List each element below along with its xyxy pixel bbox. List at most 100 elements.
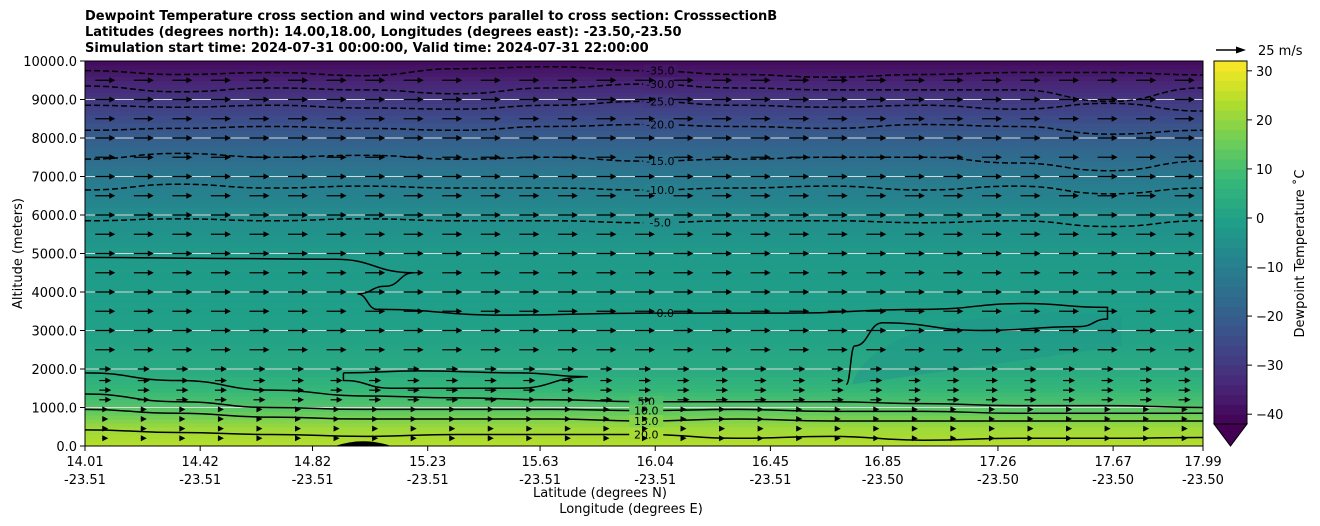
wind-vector-head [1111,96,1118,103]
wind-vector-head [417,231,424,238]
wind-vector-head [950,416,957,423]
wind-vector-head [911,416,918,423]
wind-vector-head [1111,173,1118,180]
wind-vector-head [918,192,925,199]
wind-vector-head [571,115,578,122]
wind-vector-head [957,135,964,141]
wind-vector-head [995,115,1002,122]
wind-vector-head [1150,115,1157,122]
wind-vector-head [803,346,810,353]
wind-vector-head [302,192,309,199]
wind-vector-head [571,308,578,315]
wind-vector-head [603,416,610,423]
wind-vector-head [726,154,733,161]
wind-vector-head [953,387,960,394]
wind-vector-head [803,289,810,295]
wind-vector-head [263,269,270,276]
filled-band [85,330,1203,335]
filled-band [85,230,1203,235]
wind-vector-head [1150,77,1157,84]
wind-vector-head [379,231,386,238]
wind-vector-head [413,366,420,372]
wind-vector-head [649,77,655,84]
wind-vector-head [302,173,309,180]
wind-vector-head [918,135,925,141]
filled-band [85,272,1203,278]
wind-vector-head [494,346,501,353]
filled-band [85,87,1203,93]
wind-vector-head [571,212,578,218]
wind-vector-head [841,212,848,218]
wind-vector-head [220,366,227,372]
wind-vector-head [567,387,574,394]
y-axis-label: Altitude (meters) [11,198,26,309]
wind-vector-head [143,366,150,372]
wind-vector-head [953,366,960,372]
wind-vector-head [494,154,501,161]
wind-vector-head [1111,327,1118,334]
wind-vector-head [803,212,810,218]
wind-vector-head [526,425,533,432]
terrain [335,441,392,446]
contour-label: -30.0 [646,78,674,91]
wind-vector-head [1104,425,1111,432]
x-axis-label-lat: Latitude (degrees N) [533,486,667,501]
wind-vector-head [796,435,803,442]
wind-vector-head [880,308,887,315]
filled-band [85,234,1203,239]
wind-vector-head [610,212,617,218]
wind-vector-head [452,396,459,403]
wind-vector-head [680,425,687,432]
wind-vector-head [379,250,386,257]
wind-vector-head [1146,396,1153,403]
wind-vector-head [645,366,651,372]
wind-vector-head [487,416,494,423]
filled-band [85,438,1203,443]
wind-vector-head [533,269,540,276]
filled-band [85,145,1203,151]
wind-vector-head [109,250,116,257]
wind-vector-head [799,396,806,403]
filled-band [85,334,1203,339]
wind-vector-head [1150,231,1157,238]
wind-vector-head [995,346,1002,353]
wind-vector-head [610,173,617,180]
wind-vector-head [683,366,690,372]
filled-band [85,91,1203,97]
wind-vector-head [995,231,1002,238]
wind-vector-head [494,308,501,315]
wind-vector-head [375,366,382,372]
wind-vector-head [726,289,733,295]
filled-band [85,353,1203,359]
contour-label-bg [629,428,664,441]
wind-vector-head [494,96,501,103]
wind-vector-head [957,308,964,315]
wind-vector-head [649,173,655,180]
wind-vector-head [533,96,540,103]
wind-vector-head [803,154,810,161]
wind-vector-head [683,387,690,394]
wind-vectors [95,77,1195,442]
wind-vector-head [764,308,771,315]
wind-vector-head [841,115,848,122]
wind-vector-head [564,435,571,442]
x-tick-label-lon: -23.50 [1182,473,1224,488]
filled-band [85,357,1203,362]
wind-vector-head [1034,212,1041,218]
wind-vector-head [841,346,848,353]
wind-vector-head [375,396,382,403]
wind-vector-head [564,425,571,432]
contour-label: 20.0 [634,428,659,441]
wind-vector-head [834,406,841,413]
wind-vector-head [1073,135,1080,141]
filled-band [85,257,1203,262]
wind-vector-head [379,327,386,334]
filled-band [85,134,1203,139]
wind-vector-head [995,250,1002,257]
wind-vector-head [1184,387,1191,394]
wind-vector-head [841,327,848,334]
colorbar-band [1214,90,1247,101]
colorbar-band [1214,61,1247,72]
wind-vector-head [263,212,270,218]
wind-vector-head [217,416,224,423]
